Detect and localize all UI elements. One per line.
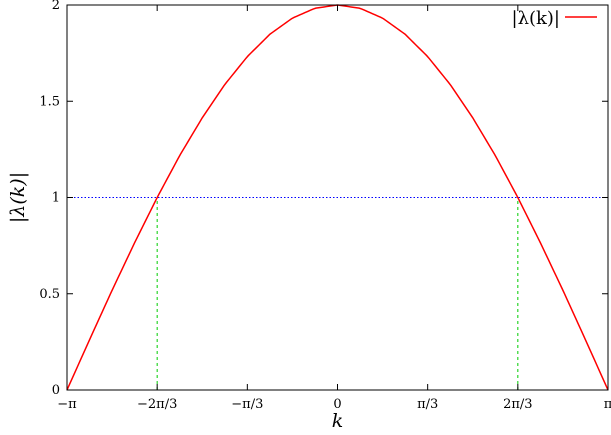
x-tick-label: 2π/3 [503,397,532,412]
legend-label: |λ(k)| [512,8,561,29]
legend: |λ(k)| [512,8,597,29]
reference-lines [67,197,608,390]
ticks [66,4,609,391]
y-axis-label: |λ(k)| [7,172,29,223]
y-tick-label: 1 [52,191,60,206]
y-tick-label: 0 [52,383,60,398]
y-tick-label: 2 [52,0,60,13]
x-tick-label: 0 [333,397,341,412]
y-tick-label: 0.5 [39,287,60,302]
x-tick-label: π [604,397,611,412]
x-axis-label: k [332,410,344,432]
x-tick-label: −π [57,397,77,412]
x-tick-label: −π/3 [231,397,263,412]
y-tick-label: 1.5 [39,94,60,109]
x-tick-label: −2π/3 [137,397,177,412]
x-tick-label: π/3 [417,397,438,412]
tick-labels: −π −2π/3 −π/3 0 π/3 2π/3 π 0 0.5 1 1.5 2 [39,0,611,412]
